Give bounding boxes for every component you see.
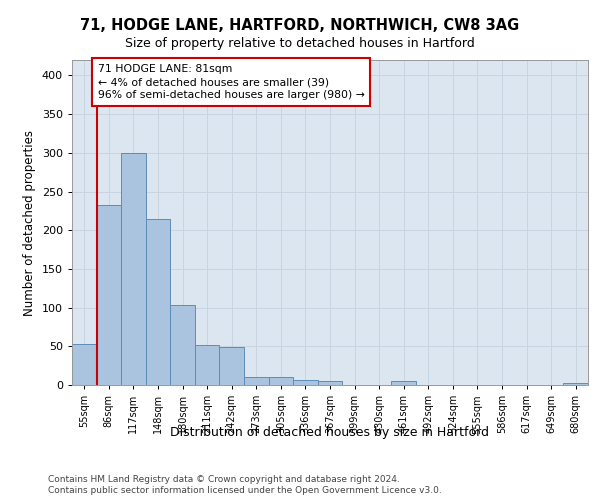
Text: Contains HM Land Registry data © Crown copyright and database right 2024.: Contains HM Land Registry data © Crown c… xyxy=(48,475,400,484)
Bar xyxy=(72,344,97,385)
Bar xyxy=(563,382,588,385)
Text: 71 HODGE LANE: 81sqm
← 4% of detached houses are smaller (39)
96% of semi-detach: 71 HODGE LANE: 81sqm ← 4% of detached ho… xyxy=(98,64,365,100)
Bar xyxy=(318,381,342,385)
Bar xyxy=(293,380,318,385)
Text: 71, HODGE LANE, HARTFORD, NORTHWICH, CW8 3AG: 71, HODGE LANE, HARTFORD, NORTHWICH, CW8… xyxy=(80,18,520,32)
Bar xyxy=(269,378,293,385)
Bar xyxy=(121,153,146,385)
Text: Contains public sector information licensed under the Open Government Licence v3: Contains public sector information licen… xyxy=(48,486,442,495)
Bar xyxy=(220,347,244,385)
Bar xyxy=(391,381,416,385)
Text: Size of property relative to detached houses in Hartford: Size of property relative to detached ho… xyxy=(125,38,475,51)
Y-axis label: Number of detached properties: Number of detached properties xyxy=(23,130,36,316)
Bar xyxy=(170,306,195,385)
Bar xyxy=(97,204,121,385)
Bar xyxy=(244,378,269,385)
Text: Distribution of detached houses by size in Hartford: Distribution of detached houses by size … xyxy=(170,426,490,439)
Bar xyxy=(195,345,220,385)
Bar xyxy=(146,218,170,385)
